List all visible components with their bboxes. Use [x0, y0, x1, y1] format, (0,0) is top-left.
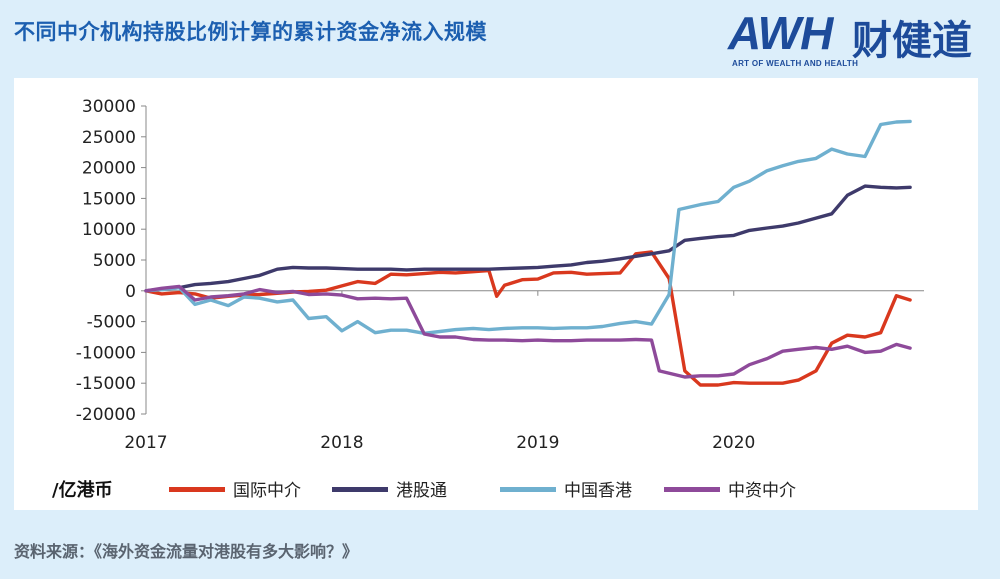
y-tick-label: 30000	[82, 97, 136, 117]
logo-subtitle: ART OF WEALTH AND HEALTH	[732, 59, 859, 68]
page-title: 不同中介机构持股比例计算的累计资金净流入规模	[14, 20, 487, 44]
y-tick-label: 10000	[82, 220, 136, 240]
y-tick-label: -5000	[87, 313, 136, 333]
logo-text: AWH	[728, 7, 833, 59]
y-tick-label: 15000	[82, 189, 136, 209]
y-tick-label: -20000	[76, 405, 136, 425]
series-line-3	[144, 119, 912, 335]
legend-swatch	[169, 487, 225, 492]
series-line-1	[144, 250, 912, 387]
y-tick-label: 0	[125, 282, 136, 302]
y-tick-label: -15000	[76, 374, 136, 394]
series-line-4	[144, 284, 912, 379]
x-tick-label: 2018	[320, 433, 363, 453]
logo-cn-text: 财健道	[852, 18, 972, 64]
x-tick-label: 2017	[124, 433, 167, 453]
x-tick-label: 2020	[712, 433, 755, 453]
y-tick-label: 20000	[82, 159, 136, 179]
legend-label: 中国香港	[564, 481, 632, 501]
chart-panel: 30000 25000 20000 15000 10000 5000 0 -5000 -1000…	[14, 78, 978, 510]
x-tick-label: 2019	[516, 433, 559, 453]
unit-label: /亿港币	[52, 480, 113, 501]
line-chart: 30000 25000 20000 15000 10000 5000 0 -5000 -1000…	[76, 97, 924, 453]
legend-swatch	[500, 487, 556, 492]
series-line-2	[144, 184, 912, 293]
legend-swatch	[332, 487, 388, 492]
y-tick-label: -10000	[76, 343, 136, 363]
legend-label: 国际中介	[233, 481, 301, 501]
legend-label: 港股通	[396, 481, 447, 501]
legend-swatch	[664, 487, 720, 492]
source-note: 资料来源：《海外资金流量对港股有多大影响？》	[14, 542, 359, 561]
legend-label: 中资中介	[728, 481, 796, 501]
y-tick-label: 5000	[93, 251, 136, 271]
y-tick-label: 25000	[82, 128, 136, 148]
brand-logo: AWH 财健道 ART OF WEALTH AND HEALTH	[728, 4, 988, 70]
